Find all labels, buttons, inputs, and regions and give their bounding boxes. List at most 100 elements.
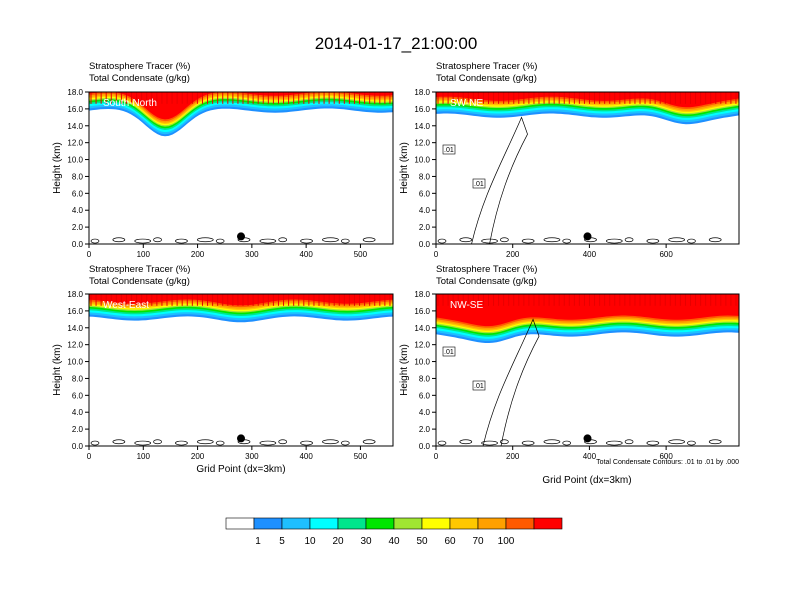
convective-contour: [482, 318, 540, 447]
colorbar-swatch: [477, 517, 507, 530]
panel-name: South-North: [103, 98, 157, 109]
y-tick-label: 4.0: [419, 408, 431, 417]
condensate-contours: [437, 116, 722, 245]
condensate-contour: [437, 238, 447, 244]
tracer-band: [436, 92, 739, 108]
contour-note: Total Condensate Contours: .01 to .01 by…: [596, 459, 739, 466]
condensate-contour: [605, 238, 623, 244]
condensate-contour: [259, 440, 277, 446]
colorbar-swatch: [309, 517, 339, 530]
condensate-contour: [543, 237, 561, 243]
condensate-contour: [521, 440, 535, 446]
condensate-contour: [687, 440, 696, 446]
x-tick-label: 0: [87, 452, 92, 461]
y-tick-label: 10.0: [67, 156, 83, 165]
y-tick-label: 0.0: [419, 442, 431, 451]
condensate-contour: [175, 238, 188, 244]
condensate-contour: [196, 439, 214, 445]
contour-label: .01: [444, 147, 454, 154]
condensate-contour: [340, 440, 350, 446]
panel-title-tracer: Stratosphere Tracer (%): [89, 264, 190, 275]
y-axis-label: Height (km): [52, 142, 63, 194]
x-tick-label: 0: [434, 452, 439, 461]
colorbar-swatch: [253, 517, 283, 530]
y-tick-label: 4.0: [419, 206, 431, 215]
condensate-contour: [500, 237, 509, 243]
y-tick-label: 14.0: [414, 122, 430, 131]
panel-title-condensate: Total Condensate (g/kg): [89, 73, 190, 84]
y-tick-label: 6.0: [72, 189, 84, 198]
colorbar-swatch: [533, 517, 563, 530]
condensate-contour: [708, 439, 722, 445]
y-axis-label: Height (km): [52, 344, 63, 396]
y-tick-label: 4.0: [72, 408, 84, 417]
condensate-contour: [521, 238, 535, 244]
y-tick-label: 2.0: [419, 223, 431, 232]
y-tick-label: 6.0: [72, 391, 84, 400]
x-tick-label: 400: [583, 452, 597, 461]
y-tick-label: 0.0: [72, 442, 84, 451]
condensate-contour: [112, 237, 126, 243]
condensate-contour: [90, 440, 100, 446]
y-tick-label: 0.0: [419, 240, 431, 249]
colorbar-swatch: [225, 517, 255, 530]
condensate-contour: [481, 440, 498, 446]
tracer-band: [89, 294, 393, 306]
y-tick-label: 16.0: [414, 105, 430, 114]
figure-title: 2014-01-17_21:00:00: [315, 34, 478, 53]
condensate-contour: [646, 440, 660, 446]
x-tick-label: 200: [191, 452, 205, 461]
panel-title-condensate: Total Condensate (g/kg): [436, 73, 537, 84]
y-tick-label: 8.0: [419, 172, 431, 181]
y-tick-label: 18.0: [414, 290, 430, 299]
y-tick-label: 10.0: [67, 358, 83, 367]
x-tick-label: 400: [583, 250, 597, 259]
panel-west-east: Stratosphere Tracer (%) Total Condensate…: [52, 264, 394, 475]
contour-label: .01: [474, 181, 484, 188]
x-tick-label: 0: [434, 250, 439, 259]
condensate-contour: [112, 439, 126, 445]
panel-name: SW-NE: [450, 98, 483, 109]
x-tick-label: 600: [659, 250, 673, 259]
condensate-contour: [624, 439, 634, 445]
y-tick-label: 6.0: [419, 189, 431, 198]
x-tick-label: 0: [87, 250, 92, 259]
contour-label-box: [442, 346, 456, 357]
y-tick-label: 18.0: [414, 88, 430, 97]
condensate-contour: [322, 237, 339, 243]
condensate-contour: [153, 439, 162, 445]
condensate-contour: [300, 440, 313, 446]
y-tick-label: 2.0: [72, 425, 84, 434]
panel-south-north: Stratosphere Tracer (%) Total Condensate…: [52, 61, 394, 259]
colorbar-label: 10: [304, 536, 316, 547]
x-tick-label: 100: [137, 250, 151, 259]
y-tick-label: 8.0: [72, 172, 84, 181]
condensate-contour: [708, 237, 722, 243]
condensate-contour: [437, 440, 447, 446]
colorbar-swatch: [505, 517, 535, 530]
panel-title-tracer: Stratosphere Tracer (%): [436, 264, 537, 275]
colorbar: 1 5 10 20 30 40 50 60 70 100: [225, 517, 563, 547]
colorbar-swatch: [421, 517, 451, 530]
y-tick-label: 4.0: [72, 206, 84, 215]
contour-label-box: [472, 380, 486, 391]
colorbar-label: 50: [416, 536, 428, 547]
condensate-contour: [278, 439, 288, 445]
colorbar-label: 40: [388, 536, 400, 547]
condensate-contour: [687, 238, 696, 244]
tracer-band: [89, 92, 393, 120]
contour-label: .01: [474, 383, 484, 390]
condensate-contour: [278, 237, 288, 243]
tracer-band: [436, 294, 739, 327]
y-tick-label: 10.0: [414, 156, 430, 165]
condensate-contour: [646, 238, 660, 244]
x-tick-label: 400: [299, 250, 313, 259]
condensate-contour: [340, 238, 350, 244]
condensate-contours: [437, 318, 722, 447]
plot-frame: [435, 293, 740, 447]
x-tick-label: 200: [191, 250, 205, 259]
contour-label-box: [472, 178, 486, 189]
y-tick-label: 8.0: [72, 374, 84, 383]
colorbar-label: 30: [360, 536, 372, 547]
